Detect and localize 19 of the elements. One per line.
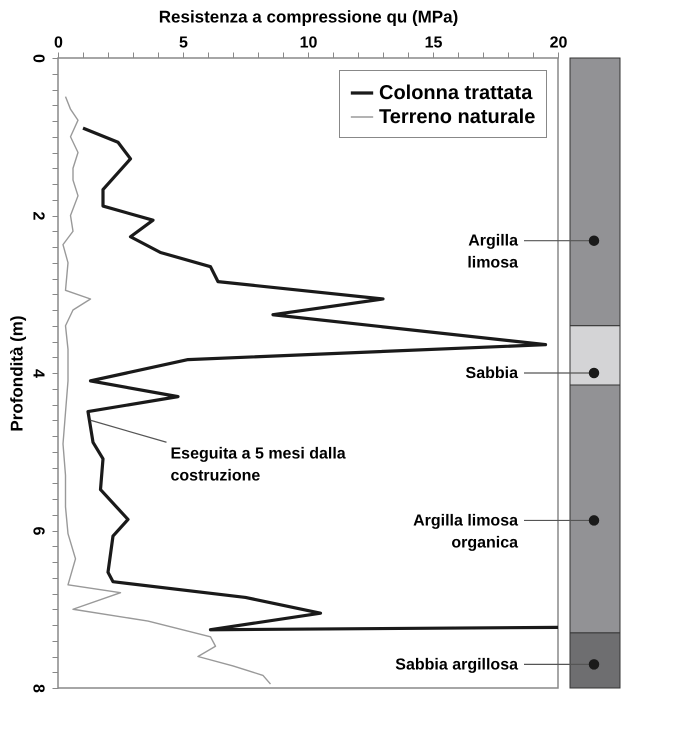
x-axis-title: Resistenza a compressione qu (MPa) (158, 8, 458, 26)
y-tick-label: 4 (30, 369, 46, 378)
x-tick-label: 5 (179, 34, 188, 52)
annotation: Argilla limosa (467, 232, 518, 272)
annotation: Eseguita a 5 mesi dalla costruzione (170, 445, 346, 484)
y-axis-title: Profondità (m) (8, 315, 26, 432)
x-tick-label: 10 (300, 34, 318, 52)
y-tick-label: 0 (30, 54, 46, 64)
x-tick-label: 20 (550, 34, 568, 52)
y-tick-label: 6 (30, 526, 46, 536)
annotation: Argilla limosa organica (413, 512, 518, 552)
x-tick-label: 0 (54, 34, 64, 52)
annotation: Sabbia argillosa (395, 656, 518, 674)
x-tick-label: 15 (424, 34, 442, 52)
legend-label: Colonna trattata (379, 82, 534, 104)
annotation: Sabbia (466, 365, 518, 382)
legend-label: Terreno naturale (379, 106, 536, 128)
y-tick-label: 8 (30, 684, 46, 694)
y-tick-label: 2 (30, 212, 46, 221)
